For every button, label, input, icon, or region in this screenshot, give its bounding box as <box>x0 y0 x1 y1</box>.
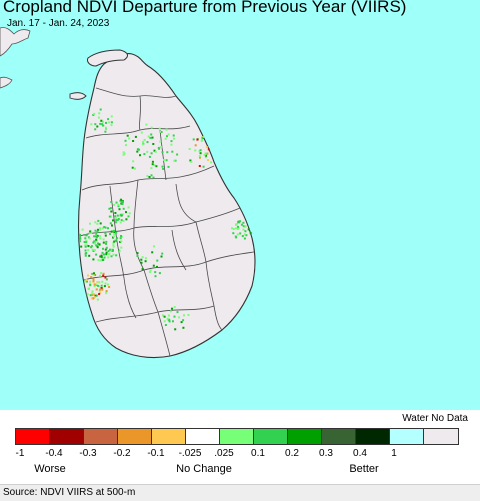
legend-swatch-9 <box>322 429 356 444</box>
legend: Water No Data -1 -0.4 -0.3 -0.2 -0.1 -.025 .02… <box>0 410 480 480</box>
map-canvas <box>0 27 256 359</box>
legend-tick-10: 0.4 <box>353 448 367 459</box>
legend-swatch-12 <box>424 429 458 444</box>
legend-tick-6: .025 <box>214 448 234 459</box>
map-date-range: Jan. 17 - Jan. 24, 2023 <box>7 18 110 29</box>
legend-swatch-0 <box>16 429 50 444</box>
legend-swatch-1 <box>50 429 84 444</box>
legend-swatch-11 <box>390 429 424 444</box>
legend-color-bar <box>15 428 459 445</box>
legend-category-no-change: No Change <box>176 463 232 475</box>
legend-tick-9: 0.3 <box>319 448 333 459</box>
legend-swatch-10 <box>356 429 390 444</box>
map-title: Cropland NDVI Departure from Previous Ye… <box>3 0 407 16</box>
source-credit: Source: NDVI VIIRS at 500-m <box>0 484 480 501</box>
legend-category-worse: Worse <box>34 463 66 475</box>
jaffna-peninsula <box>87 49 128 67</box>
legend-swatch-4 <box>152 429 186 444</box>
india-coast <box>0 27 31 57</box>
mannar-island <box>69 92 87 100</box>
legend-no-data-label: Water No Data <box>402 413 468 424</box>
map-panel: Cropland NDVI Departure from Previous Ye… <box>0 0 480 410</box>
ndvi-departure-specks <box>79 108 252 331</box>
legend-swatch-6 <box>220 429 254 444</box>
legend-swatch-8 <box>288 429 322 444</box>
legend-tick-2: -0.3 <box>79 448 97 459</box>
legend-tick-1: -0.4 <box>45 448 63 459</box>
india-coast-lower <box>0 76 13 89</box>
legend-tick-0: -1 <box>15 448 25 459</box>
legend-tick-5: -.025 <box>178 448 202 459</box>
legend-tick-4: -0.1 <box>147 448 165 459</box>
legend-tick-11: 1 <box>391 448 397 459</box>
legend-tick-8: 0.2 <box>285 448 299 459</box>
legend-tick-3: -0.2 <box>113 448 131 459</box>
legend-swatch-5 <box>186 429 220 444</box>
sri-lanka-landmass <box>77 53 256 359</box>
district-boundaries <box>79 87 255 357</box>
legend-swatch-7 <box>254 429 288 444</box>
legend-swatch-2 <box>84 429 118 444</box>
legend-swatch-3 <box>118 429 152 444</box>
legend-tick-7: 0.1 <box>251 448 265 459</box>
legend-category-better: Better <box>349 463 379 475</box>
